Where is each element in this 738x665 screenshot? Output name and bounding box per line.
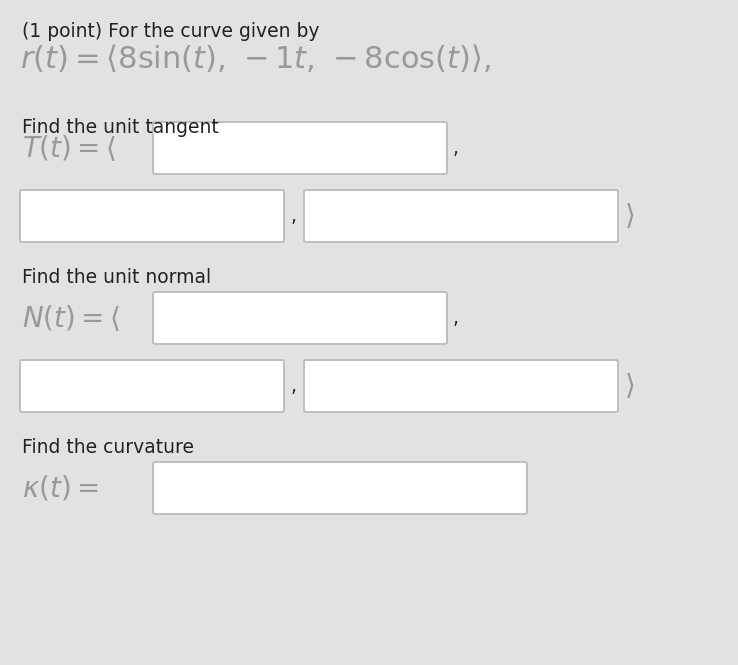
Text: ,: , — [290, 207, 296, 225]
Text: $r(t) = \langle 8\sin(t),\,-1t,\,-8\cos(t)\rangle,$: $r(t) = \langle 8\sin(t),\,-1t,\,-8\cos(… — [20, 42, 491, 74]
FancyBboxPatch shape — [20, 190, 284, 242]
FancyBboxPatch shape — [304, 190, 618, 242]
FancyBboxPatch shape — [304, 360, 618, 412]
Text: $\kappa(t) =$: $\kappa(t) =$ — [22, 473, 99, 503]
FancyBboxPatch shape — [153, 292, 447, 344]
Text: Find the unit normal: Find the unit normal — [22, 268, 211, 287]
Text: ,: , — [290, 376, 296, 396]
Text: $N(t) = \langle$: $N(t) = \langle$ — [22, 303, 120, 333]
Text: (1 point) For the curve given by: (1 point) For the curve given by — [22, 22, 320, 41]
Text: $\rangle$: $\rangle$ — [624, 201, 635, 231]
Text: $T(t) = \langle$: $T(t) = \langle$ — [22, 133, 116, 163]
Text: Find the curvature: Find the curvature — [22, 438, 194, 457]
Text: $\rangle$: $\rangle$ — [624, 372, 635, 400]
Text: ,: , — [453, 309, 459, 327]
FancyBboxPatch shape — [20, 360, 284, 412]
FancyBboxPatch shape — [153, 122, 447, 174]
FancyBboxPatch shape — [153, 462, 527, 514]
Text: Find the unit tangent: Find the unit tangent — [22, 118, 218, 137]
Text: ,: , — [453, 138, 459, 158]
